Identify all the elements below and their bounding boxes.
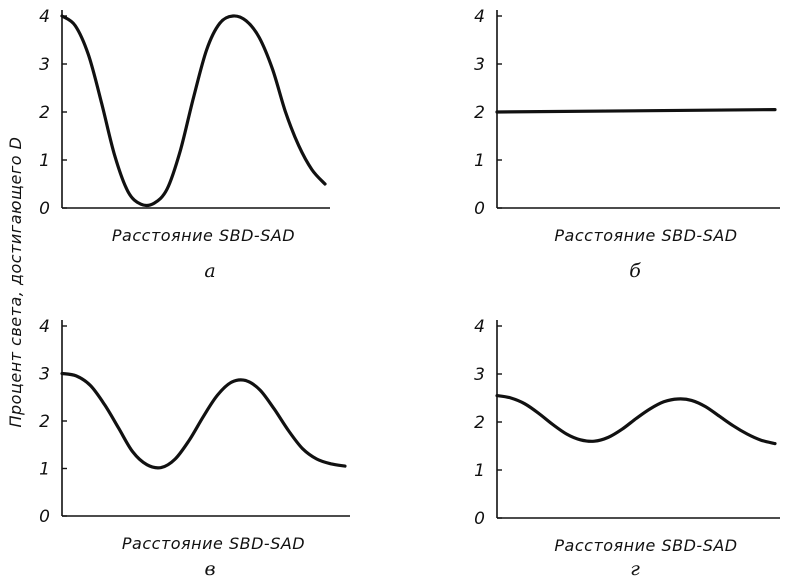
panel-g: 0 1 2 3 4 Расстояние SBD-SAD г [474, 317, 780, 580]
y-tick-label-b-3: 3 [474, 55, 485, 75]
y-tick-label-a-4: 4 [39, 7, 50, 27]
y-tick-label-a-0: 0 [39, 199, 50, 219]
series-line-v [60, 371, 347, 470]
y-axis-label: Процент света, достигающего D [6, 136, 25, 427]
y-tick-label-v-1: 1 [39, 460, 50, 480]
y-tick-label-v-0: 0 [39, 507, 50, 527]
y-tick-label-g-4: 4 [474, 317, 485, 337]
y-tick-label-b-1: 1 [474, 151, 485, 171]
panel-label-b: б [629, 260, 641, 282]
panel-v: 0 1 2 3 4 Расстояние SBD-SAD в [39, 317, 350, 580]
panel-label-g: г [630, 558, 640, 580]
y-tick-label-g-0: 0 [474, 509, 485, 529]
panel-b: 0 1 2 3 4 Расстояние SBD-SAD б [474, 7, 780, 282]
y-tick-label-b-0: 0 [474, 199, 485, 219]
y-tick-label-g-1: 1 [474, 461, 485, 481]
x-axis-label-v: Расстояние SBD-SAD [122, 534, 305, 553]
y-tick-label-a-2: 2 [39, 103, 50, 123]
panel-a: 0 1 2 3 4 Расстояние SBD-SAD а [39, 7, 330, 282]
y-tick-label-v-4: 4 [39, 317, 50, 337]
y-tick-label-g-2: 2 [474, 413, 485, 433]
series-line-a [60, 14, 327, 208]
y-tick-label-b-4: 4 [474, 7, 485, 27]
y-tick-label-a-3: 3 [39, 55, 50, 75]
series-line-b [495, 108, 777, 114]
x-axis-label-g: Расстояние SBD-SAD [554, 536, 737, 555]
y-tick-label-v-2: 2 [39, 412, 50, 432]
panel-label-v: в [204, 558, 215, 580]
y-tick-label-a-1: 1 [39, 151, 50, 171]
x-axis-label-a: Расстояние SBD-SAD [112, 226, 295, 245]
x-axis-label-b: Расстояние SBD-SAD [554, 226, 737, 245]
series-line-g [495, 394, 777, 446]
y-tick-label-v-3: 3 [39, 365, 50, 385]
y-tick-label-g-3: 3 [474, 365, 485, 385]
y-tick-label-b-2: 2 [474, 103, 485, 123]
panel-label-a: а [204, 260, 215, 282]
